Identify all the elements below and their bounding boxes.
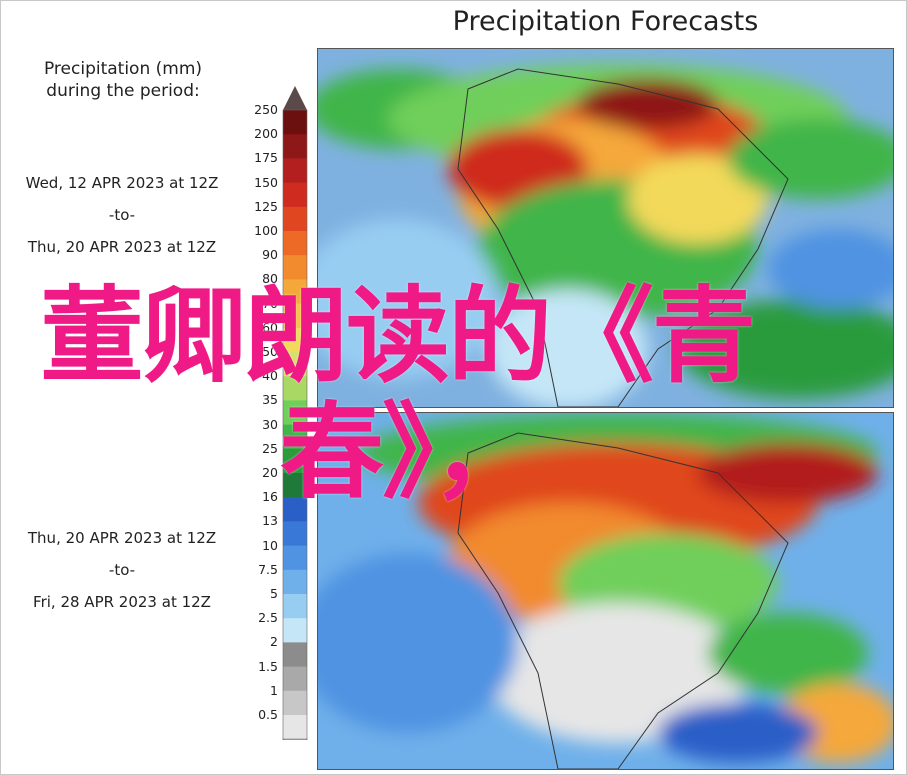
legend-heading: Precipitation (mm) during the period: — [8, 58, 238, 102]
colorbar-swatch — [283, 424, 307, 450]
map-period-2 — [318, 413, 893, 769]
period-top-end: Thu, 20 APR 2023 at 12Z — [27, 238, 217, 256]
period-bottom: Thu, 20 APR 2023 at 12Z -to- Fri, 28 APR… — [4, 522, 240, 618]
colorbar-tick-label: 7.5 — [258, 561, 278, 577]
colorbar-tick-label: 80 — [262, 271, 278, 287]
colorbar-swatch — [283, 569, 307, 595]
colorbar-swatch — [283, 618, 307, 643]
colorbar-tick-label: 20 — [262, 465, 278, 480]
period-bottom-start: Thu, 20 APR 2023 at 12Z — [27, 529, 217, 547]
colorbar-swatch — [283, 666, 307, 692]
colorbar — [282, 86, 308, 740]
period-bottom-sep: -to- — [108, 561, 136, 579]
map-period-1 — [318, 49, 893, 407]
colorbar-swatch — [283, 303, 307, 329]
colorbar-tick-label: 16 — [262, 489, 278, 505]
colorbar-swatch — [283, 448, 307, 474]
overlay-caption: 董卿朗读的《青 春》， — [40, 278, 900, 510]
colorbar-tick-label: 2 — [270, 634, 278, 650]
colorbar-tick-label: 1 — [270, 682, 278, 698]
colorbar-swatch — [283, 134, 307, 159]
colorbar-swatch — [283, 376, 307, 401]
colorbar-swatch — [283, 110, 307, 135]
colorbar-tick-label: 175 — [254, 150, 278, 166]
colorbar-tick-label: 25 — [262, 440, 278, 456]
colorbar-tick-label: 10 — [262, 537, 278, 553]
colorbar-tick-label: 90 — [262, 247, 278, 263]
colorbar-tick-label: 200 — [254, 126, 278, 142]
colorbar-tick-label: 50 — [262, 344, 278, 359]
colorbar-swatch — [283, 206, 307, 232]
colorbar-swatch — [283, 327, 307, 353]
colorbar-tick-label: 125 — [254, 198, 278, 214]
colorbar-swatch — [283, 279, 307, 305]
colorbar-swatch — [283, 545, 307, 571]
legend-heading-line2: during the period: — [46, 81, 200, 101]
colorbar-tick-label: 250 — [254, 102, 278, 117]
legend-heading-line1: Precipitation (mm) — [43, 59, 203, 79]
colorbar-tick-label: 30 — [262, 416, 278, 432]
map-panel-period-2 — [317, 412, 894, 770]
map-panel-period-1 — [317, 48, 894, 408]
colorbar-tick-label: 13 — [262, 513, 278, 529]
period-top-start: Wed, 12 APR 2023 at 12Z — [25, 174, 219, 192]
colorbar-tick-label: 40 — [262, 368, 278, 384]
colorbar-tick-label: 1.5 — [258, 658, 278, 674]
colorbar-tick-label: 70 — [262, 295, 278, 311]
period-bottom-end: Fri, 28 APR 2023 at 12Z — [33, 593, 211, 611]
colorbar-tick-label: 0.5 — [258, 707, 278, 722]
colorbar-swatch — [283, 400, 307, 426]
colorbar-arrow-up — [283, 86, 307, 110]
overlay-caption-line1: 董卿朗读的《青 — [40, 275, 756, 397]
colorbar-swatch — [283, 182, 307, 208]
colorbar-swatch — [283, 497, 307, 522]
colorbar-swatch — [283, 255, 307, 280]
colorbar-tick-label: 35 — [262, 392, 278, 408]
colorbar-swatch — [283, 642, 307, 668]
colorbar-tick-label: 100 — [254, 223, 278, 238]
colorbar-swatch — [283, 231, 307, 256]
colorbar-swatch — [283, 158, 307, 184]
colorbar-tick-label: 150 — [254, 174, 278, 190]
figure-title: Precipitation Forecasts — [452, 6, 759, 37]
colorbar-swatch — [283, 473, 307, 498]
overlay-caption-line2: 春》， — [280, 391, 536, 513]
colorbar-swatch — [283, 690, 307, 716]
colorbar-tick-label: 2.5 — [258, 610, 278, 626]
colorbar-tick-label: 60 — [262, 319, 278, 335]
period-top: Wed, 12 APR 2023 at 12Z -to- Thu, 20 APR… — [4, 167, 240, 263]
colorbar-tick-label: 5 — [270, 586, 278, 601]
colorbar-swatch — [283, 715, 307, 740]
colorbar-swatch — [283, 352, 307, 377]
colorbar-swatch — [283, 521, 307, 547]
colorbar-swatch — [283, 594, 307, 619]
period-top-sep: -to- — [108, 206, 136, 224]
